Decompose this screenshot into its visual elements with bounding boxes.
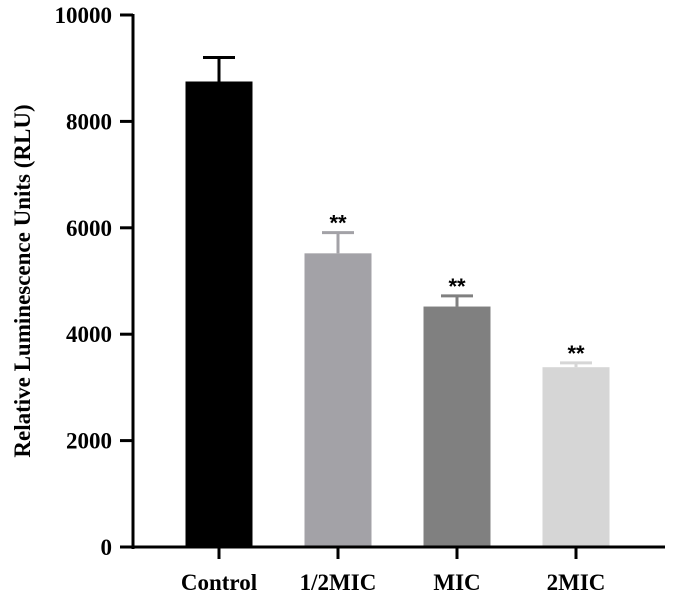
y-tick-label: 2000 [66, 429, 112, 454]
bar-rect [542, 367, 610, 547]
y-axis-ticks: 0 2000 4000 6000 8000 10000 [55, 3, 133, 560]
bar-rect [185, 81, 253, 547]
x-tick-label: 1/2MIC [300, 570, 377, 595]
bar-rect [423, 306, 491, 547]
y-tick-label: 8000 [66, 109, 112, 134]
x-tick-label: Control [181, 570, 257, 595]
bars: ** ** ** [185, 56, 610, 547]
x-axis-ticks: Control 1/2MIC MIC 2MIC [181, 547, 606, 595]
significance-marker: ** [329, 211, 347, 236]
bar-rect [304, 253, 372, 547]
y-axis-title: Relative Luminescence Units (RLU) [10, 104, 35, 457]
significance-marker: ** [448, 274, 466, 299]
svg-text:Relative Luminescence Units (R: Relative Luminescence Units (RLU) [10, 104, 35, 457]
bar-2mic: ** [542, 341, 610, 547]
y-tick-label: 6000 [66, 216, 112, 241]
bar-1-2mic: ** [304, 211, 372, 547]
x-tick-label: MIC [433, 570, 480, 595]
bar-control [185, 56, 253, 547]
x-tick-label: 2MIC [547, 570, 606, 595]
y-tick-label: 0 [101, 535, 113, 560]
y-tick-label: 10000 [55, 3, 113, 28]
bar-mic: ** [423, 274, 491, 547]
significance-marker: ** [567, 341, 585, 366]
y-tick-label: 4000 [66, 322, 112, 347]
